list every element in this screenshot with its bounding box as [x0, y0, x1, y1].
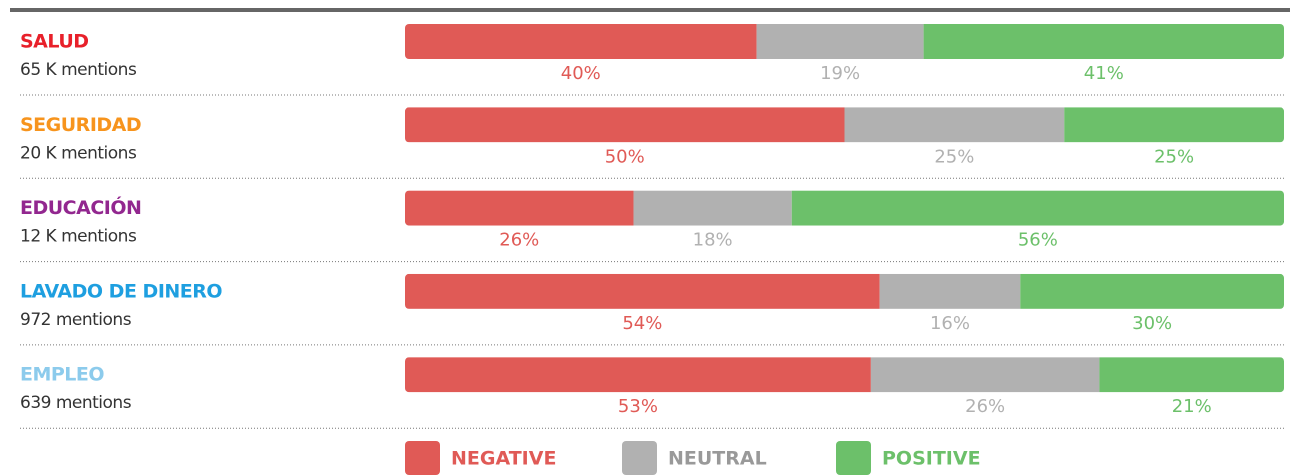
value-label: 26%: [499, 230, 539, 251]
value-label: 40%: [561, 63, 601, 84]
bar-segment: [1099, 357, 1284, 393]
legend-label: POSITIVE: [882, 448, 981, 470]
value-label: 18%: [693, 230, 733, 251]
value-label: 53%: [618, 396, 658, 417]
bar-segment: [1064, 107, 1284, 143]
value-label: 25%: [1154, 146, 1194, 167]
value-label: 21%: [1172, 396, 1212, 417]
legend-label: NEUTRAL: [668, 448, 767, 470]
bar-segment: [923, 24, 1284, 59]
value-label: 54%: [622, 313, 662, 334]
bar-segment: [844, 107, 1065, 143]
category-label: LAVADO DE DINERO: [20, 280, 222, 302]
bar-segment: [405, 107, 845, 143]
mentions-label: 65 K mentions: [20, 60, 137, 80]
category-label: SALUD: [20, 31, 89, 53]
mentions-label: 639 mentions: [20, 393, 132, 413]
legend-swatch: [836, 441, 871, 475]
legend-swatch: [622, 441, 657, 475]
mentions-label: 20 K mentions: [20, 143, 137, 163]
value-label: 25%: [934, 146, 974, 167]
value-label: 50%: [605, 146, 645, 167]
bar-segment: [756, 24, 924, 59]
legend-swatch: [405, 441, 440, 475]
top-rule: [10, 8, 1290, 12]
bar-segment: [405, 357, 871, 393]
value-label: 41%: [1084, 63, 1124, 84]
bar-segment: [633, 190, 792, 226]
mentions-label: 972 mentions: [20, 310, 132, 330]
category-label: SEGURIDAD: [20, 114, 141, 136]
value-label: 19%: [820, 63, 860, 84]
bar-segment: [405, 273, 880, 309]
legend-label: NEGATIVE: [451, 448, 556, 470]
bar-segment: [405, 190, 634, 226]
category-label: EMPLEO: [20, 364, 104, 386]
mentions-label: 12 K mentions: [20, 227, 137, 247]
bar-segment: [870, 357, 1100, 393]
bar-segment: [1020, 273, 1284, 309]
value-label: 26%: [965, 396, 1005, 417]
value-label: 56%: [1018, 230, 1058, 251]
category-label: EDUCACIÓN: [20, 195, 141, 219]
bar-segment: [791, 190, 1284, 226]
bar-segment: [879, 273, 1021, 309]
bar-segment: [405, 24, 757, 59]
value-label: 16%: [930, 313, 970, 334]
value-label: 30%: [1132, 313, 1172, 334]
